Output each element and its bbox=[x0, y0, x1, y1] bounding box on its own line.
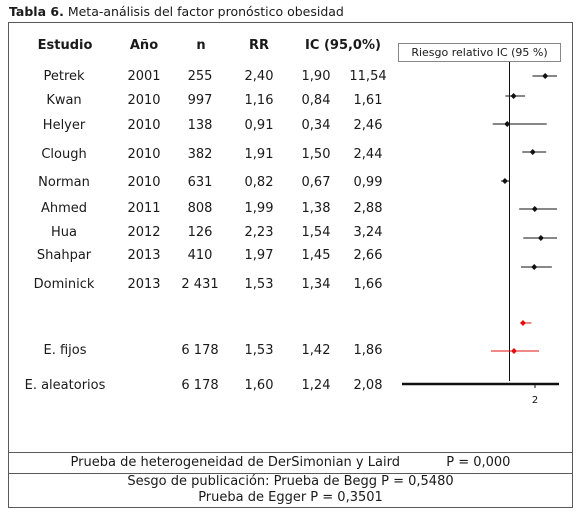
pooled-label: E. aleatorios bbox=[24, 378, 106, 393]
point-estimate bbox=[504, 121, 511, 127]
study-year: 2011 bbox=[127, 201, 161, 216]
pooled-ci-upper: 1,86 bbox=[353, 343, 383, 358]
study-ci-upper: 2,46 bbox=[353, 118, 383, 133]
header-ci: IC (95,0%) bbox=[305, 38, 381, 53]
study-name: Kwan bbox=[46, 93, 82, 108]
study-ci-lower: 1,50 bbox=[301, 147, 331, 162]
study-year: 2010 bbox=[127, 118, 161, 133]
study-rr: 2,40 bbox=[244, 69, 274, 84]
study-ci-upper: 2,66 bbox=[353, 248, 383, 263]
footer-divider-top bbox=[8, 452, 573, 453]
study-rr: 1,91 bbox=[244, 147, 274, 162]
study-name: Petrek bbox=[43, 69, 85, 84]
study-ci-lower: 0,84 bbox=[301, 93, 331, 108]
pooled-point-estimate bbox=[511, 348, 517, 354]
pooled-ci-lower: 1,42 bbox=[301, 343, 331, 358]
study-year: 2010 bbox=[127, 93, 161, 108]
point-estimate bbox=[542, 73, 549, 79]
study-n: 997 bbox=[187, 93, 213, 108]
header-study: Estudio bbox=[37, 38, 93, 53]
study-ci-upper: 1,66 bbox=[353, 277, 383, 292]
study-name: Helyer bbox=[42, 118, 86, 133]
study-rr: 1,97 bbox=[244, 248, 274, 263]
table-title: Meta-análisis del factor pronóstico obes… bbox=[67, 4, 344, 19]
pooled-rr: 1,53 bbox=[244, 343, 274, 358]
study-name: Ahmed bbox=[40, 201, 88, 216]
study-name: Hua bbox=[51, 225, 77, 240]
heterogeneity-label: Prueba de heterogeneidad de DerSimonian … bbox=[70, 455, 400, 470]
table-number: Tabla 6. bbox=[9, 4, 64, 19]
study-rr: 1,99 bbox=[244, 201, 274, 216]
study-name: Shahpar bbox=[36, 248, 92, 263]
study-rr: 1,53 bbox=[244, 277, 274, 292]
study-rr: 1,16 bbox=[244, 93, 274, 108]
study-year: 2001 bbox=[127, 69, 161, 84]
pooled-n: 6 178 bbox=[181, 343, 219, 358]
study-n: 410 bbox=[187, 248, 213, 263]
study-n: 126 bbox=[187, 225, 213, 240]
study-rr: 0,82 bbox=[244, 175, 274, 190]
point-estimate bbox=[510, 93, 517, 99]
footer-divider-middle bbox=[8, 473, 573, 474]
study-n: 138 bbox=[187, 118, 213, 133]
study-ci-upper: 2,88 bbox=[353, 201, 383, 216]
study-name: Clough bbox=[41, 147, 87, 162]
study-n: 382 bbox=[187, 147, 213, 162]
study-n: 808 bbox=[187, 201, 213, 216]
study-ci-lower: 1,45 bbox=[301, 248, 331, 263]
heterogeneity-p: P = 0,000 bbox=[446, 455, 511, 470]
forest-plot: 2468 bbox=[402, 62, 559, 406]
study-ci-lower: 1,34 bbox=[301, 277, 331, 292]
point-estimate bbox=[529, 149, 536, 155]
study-ci-upper: 0,99 bbox=[353, 175, 383, 190]
study-n: 255 bbox=[187, 69, 213, 84]
egger-test: Prueba de Egger P = 0,3501 bbox=[198, 490, 383, 505]
study-ci-upper: 3,24 bbox=[353, 225, 383, 240]
study-ci-lower: 1,38 bbox=[301, 201, 331, 216]
begg-test: Sesgo de publicación: Prueba de Begg P =… bbox=[127, 474, 454, 489]
header-rr: RR bbox=[248, 38, 270, 53]
x-tick-label: 2 bbox=[532, 395, 538, 406]
header-n: n bbox=[196, 38, 206, 53]
pooled-label: E. fijos bbox=[43, 343, 87, 358]
pooled-ci-lower: 1,24 bbox=[301, 378, 331, 393]
study-ci-upper: 11,54 bbox=[349, 69, 387, 84]
pooled-n: 6 178 bbox=[181, 378, 219, 393]
table-caption: Tabla 6. Meta-análisis del factor pronós… bbox=[9, 4, 344, 19]
plot-header: Riesgo relativo IC (95 %) bbox=[398, 43, 561, 62]
pooled-ci-upper: 2,08 bbox=[353, 378, 383, 393]
study-ci-upper: 1,61 bbox=[353, 93, 383, 108]
study-rr: 2,23 bbox=[244, 225, 274, 240]
study-ci-upper: 2,44 bbox=[353, 147, 383, 162]
study-ci-lower: 0,34 bbox=[301, 118, 331, 133]
point-estimate bbox=[501, 178, 508, 184]
study-ci-lower: 1,54 bbox=[301, 225, 331, 240]
heterogeneity-test: Prueba de heterogeneidad de DerSimonian … bbox=[8, 455, 573, 470]
study-rr: 0,91 bbox=[244, 118, 274, 133]
study-n: 631 bbox=[187, 175, 213, 190]
study-n: 2 431 bbox=[181, 277, 219, 292]
study-ci-lower: 1,90 bbox=[301, 69, 331, 84]
header-year: Año bbox=[129, 38, 159, 53]
study-year: 2013 bbox=[127, 248, 161, 263]
study-year: 2010 bbox=[127, 175, 161, 190]
study-year: 2012 bbox=[127, 225, 161, 240]
pooled-point-estimate bbox=[520, 320, 527, 326]
table-frame bbox=[8, 22, 573, 508]
study-name: Dominick bbox=[33, 277, 95, 292]
study-year: 2013 bbox=[127, 277, 161, 292]
study-name: Norman bbox=[38, 175, 90, 190]
point-estimate bbox=[531, 264, 538, 270]
study-ci-lower: 0,67 bbox=[301, 175, 331, 190]
pooled-rr: 1,60 bbox=[244, 378, 274, 393]
study-year: 2010 bbox=[127, 147, 161, 162]
point-estimate bbox=[537, 235, 544, 241]
point-estimate bbox=[531, 206, 538, 212]
